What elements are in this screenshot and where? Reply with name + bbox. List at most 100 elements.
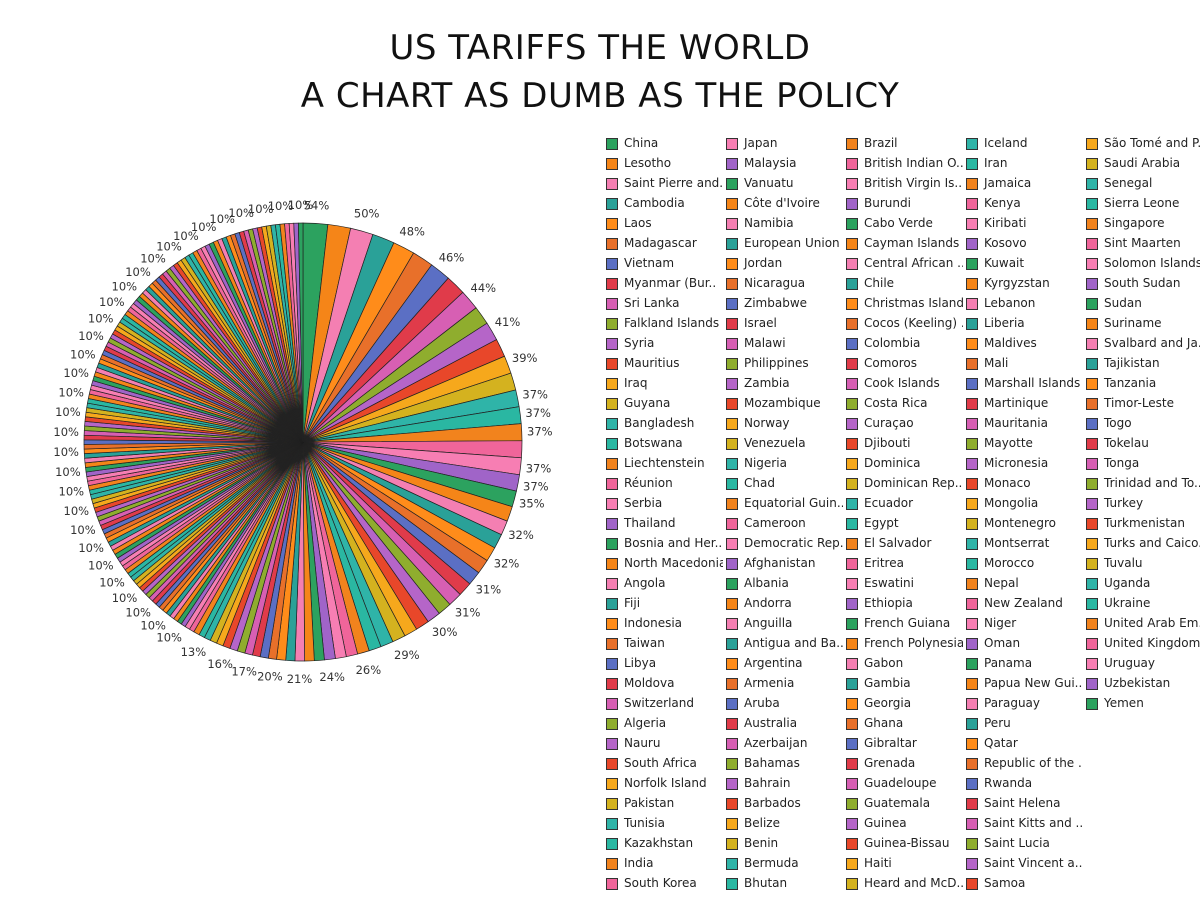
legend-item[interactable]: Panama [965,654,1083,674]
legend-item[interactable]: Indonesia [605,614,723,634]
legend-item[interactable]: Togo [1085,414,1200,434]
legend-item[interactable]: Nauru [605,734,723,754]
legend-item[interactable]: Bermuda [725,854,843,874]
legend-item[interactable]: Armenia [725,674,843,694]
legend-item[interactable]: Niger [965,614,1083,634]
legend-item[interactable]: São Tomé and P.. [1085,134,1200,154]
legend-item[interactable]: Dominican Rep.. [845,474,963,494]
legend-item[interactable]: Djibouti [845,434,963,454]
legend-item[interactable]: Barbados [725,794,843,814]
legend-item[interactable]: Saint Lucia [965,834,1083,854]
legend-item[interactable]: Australia [725,714,843,734]
legend-item[interactable]: Vietnam [605,254,723,274]
legend-item[interactable]: Brazil [845,134,963,154]
legend-item[interactable]: Syria [605,334,723,354]
legend-item[interactable]: Uganda [1085,574,1200,594]
legend-item[interactable]: Sierra Leone [1085,194,1200,214]
legend-item[interactable]: Nigeria [725,454,843,474]
legend-item[interactable]: British Virgin Is.. [845,174,963,194]
legend-item[interactable]: Guinea [845,814,963,834]
legend-item[interactable]: Iran [965,154,1083,174]
legend-item[interactable]: El Salvador [845,534,963,554]
legend-item[interactable]: Kiribati [965,214,1083,234]
legend-item[interactable]: Guadeloupe [845,774,963,794]
legend-item[interactable]: Cocos (Keeling) .. [845,314,963,334]
legend-item[interactable]: Monaco [965,474,1083,494]
legend-item[interactable]: Montenegro [965,514,1083,534]
legend-item[interactable]: Iraq [605,374,723,394]
legend-item[interactable]: Moldova [605,674,723,694]
legend-item[interactable]: Fiji [605,594,723,614]
legend-item[interactable]: Trinidad and To.. [1085,474,1200,494]
legend-item[interactable]: Cambodia [605,194,723,214]
legend-item[interactable]: Chile [845,274,963,294]
legend-item[interactable]: Mayotte [965,434,1083,454]
legend-item[interactable]: Myanmar (Bur.. [605,274,723,294]
legend-item[interactable]: Tonga [1085,454,1200,474]
legend-item[interactable]: Turkey [1085,494,1200,514]
legend-item[interactable]: Sri Lanka [605,294,723,314]
legend-item[interactable]: Sudan [1085,294,1200,314]
legend-item[interactable]: Andorra [725,594,843,614]
legend-item[interactable]: Belize [725,814,843,834]
legend-item[interactable]: North Macedonia [605,554,723,574]
legend-item[interactable]: India [605,854,723,874]
legend-item[interactable]: Saint Helena [965,794,1083,814]
legend-item[interactable]: Gabon [845,654,963,674]
legend-item[interactable]: Kyrgyzstan [965,274,1083,294]
legend-item[interactable]: New Zealand [965,594,1083,614]
legend-item[interactable]: Benin [725,834,843,854]
legend-item[interactable]: Botswana [605,434,723,454]
legend-item[interactable]: Eritrea [845,554,963,574]
legend-item[interactable]: French Polynesia [845,634,963,654]
legend-item[interactable]: Guyana [605,394,723,414]
legend-item[interactable]: Saint Vincent a.. [965,854,1083,874]
legend-item[interactable]: Anguilla [725,614,843,634]
legend-item[interactable]: Svalbard and Ja.. [1085,334,1200,354]
legend-item[interactable]: Turks and Caico.. [1085,534,1200,554]
legend-item[interactable]: Thailand [605,514,723,534]
legend-item[interactable]: Madagascar [605,234,723,254]
legend-item[interactable]: Grenada [845,754,963,774]
legend-item[interactable]: Venezuela [725,434,843,454]
legend-item[interactable]: Cameroon [725,514,843,534]
legend-item[interactable]: Israel [725,314,843,334]
legend-item[interactable]: Guatemala [845,794,963,814]
legend-item[interactable]: Afghanistan [725,554,843,574]
legend-item[interactable]: Equatorial Guin.. [725,494,843,514]
legend-item[interactable]: Japan [725,134,843,154]
legend-item[interactable]: Suriname [1085,314,1200,334]
legend-item[interactable]: Yemen [1085,694,1200,714]
legend-item[interactable]: Jamaica [965,174,1083,194]
legend-item[interactable]: Democratic Rep.. [725,534,843,554]
legend-item[interactable]: Mongolia [965,494,1083,514]
legend-item[interactable]: Heard and McD.. [845,874,963,894]
legend-item[interactable]: South Sudan [1085,274,1200,294]
legend-item[interactable]: Peru [965,714,1083,734]
legend-item[interactable]: Tuvalu [1085,554,1200,574]
legend-item[interactable]: British Indian O.. [845,154,963,174]
legend-item[interactable]: Colombia [845,334,963,354]
legend-item[interactable]: Senegal [1085,174,1200,194]
legend-item[interactable]: Gambia [845,674,963,694]
legend-item[interactable]: Costa Rica [845,394,963,414]
legend-item[interactable]: Cayman Islands [845,234,963,254]
legend-item[interactable]: Côte d'Ivoire [725,194,843,214]
legend-item[interactable]: Montserrat [965,534,1083,554]
legend-item[interactable]: Ghana [845,714,963,734]
legend-item[interactable]: Bosnia and Her.. [605,534,723,554]
legend-item[interactable]: Qatar [965,734,1083,754]
legend-item[interactable]: Antigua and Ba.. [725,634,843,654]
legend-item[interactable]: Dominica [845,454,963,474]
legend-item[interactable]: Angola [605,574,723,594]
legend-item[interactable]: Marshall Islands [965,374,1083,394]
legend-item[interactable]: Liechtenstein [605,454,723,474]
legend-item[interactable]: Sint Maarten [1085,234,1200,254]
legend-item[interactable]: Switzerland [605,694,723,714]
legend-item[interactable]: Micronesia [965,454,1083,474]
legend-item[interactable]: Singapore [1085,214,1200,234]
legend-item[interactable]: Aruba [725,694,843,714]
legend-item[interactable]: Ethiopia [845,594,963,614]
legend-item[interactable]: Saudi Arabia [1085,154,1200,174]
legend-item[interactable]: Gibraltar [845,734,963,754]
